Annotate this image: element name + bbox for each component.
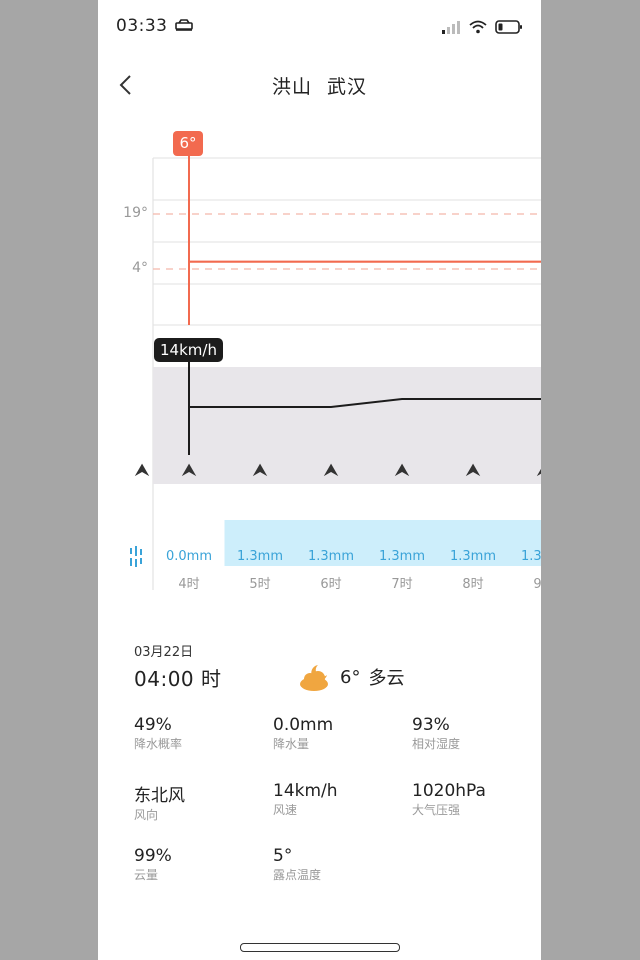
battery-icon	[495, 20, 522, 34]
stat-label: 风速	[273, 803, 298, 817]
home-indicator[interactable]	[240, 943, 400, 952]
back-icon[interactable]	[114, 70, 142, 100]
stat-label: 降水概率	[134, 737, 183, 751]
stat-label: 风向	[134, 808, 159, 822]
precip-bar	[224, 520, 296, 566]
stat-value: 14km/h	[273, 781, 338, 801]
wind-badge: 14km/h	[154, 338, 223, 362]
page-title: 洪山 武汉	[98, 72, 541, 99]
temperature-badge: 6°	[173, 131, 203, 156]
wind-direction-arrow: ⮝	[534, 460, 541, 481]
stat-value: 93%	[412, 715, 450, 735]
wind-axis-icon: ⮝	[134, 460, 150, 481]
location-name: 洪山	[271, 76, 312, 98]
stat-wind-speed: 14km/h 风速	[273, 781, 338, 818]
detail-time: 04:00 时	[134, 667, 222, 691]
wind-direction-arrow: ⮝	[323, 460, 339, 481]
stat-precip-amount: 0.0mm 降水量	[273, 715, 333, 752]
status-time: 03:33	[116, 16, 194, 36]
forecast-chart[interactable]	[98, 0, 541, 620]
status-icons	[441, 18, 523, 36]
signal-icon	[442, 21, 460, 34]
city-name: 武汉	[327, 76, 368, 98]
detail-weather: 6° 多云	[298, 662, 404, 692]
wifi-icon	[469, 20, 487, 34]
detail-condition: 多云	[368, 668, 405, 689]
phone-screen: 03:33 洪山 武汉	[98, 0, 541, 960]
car-icon	[175, 19, 194, 31]
stat-cloud-cover: 99% 云量	[134, 846, 172, 883]
precip-bars	[224, 520, 541, 566]
wind-direction-arrow: ⮝	[181, 460, 197, 481]
wind-speed-line	[189, 398, 541, 408]
y-tick-label: 4°	[132, 260, 148, 276]
stat-label: 降水量	[273, 737, 310, 751]
precip-value-label: 1.3mm	[307, 549, 354, 564]
precip-value-label: 1.3mm	[378, 549, 425, 564]
detail-temperature: 6°	[340, 666, 361, 688]
hour-tick-label: 7时	[391, 577, 413, 592]
stat-value: 0.0mm	[273, 715, 334, 735]
wind-panel-bg	[153, 367, 541, 484]
stat-value: 1020hPa	[412, 781, 486, 801]
detail-date: 03月22日	[134, 645, 194, 660]
stat-value: 东北风	[134, 786, 185, 806]
wind-direction-arrow: ⮝	[394, 460, 410, 481]
stat-humidity: 93% 相对湿度	[412, 715, 460, 752]
wind-direction-arrow: ⮝	[465, 460, 481, 481]
rain-icon	[130, 546, 142, 567]
stat-pressure: 1020hPa 大气压强	[412, 781, 486, 818]
stat-label: 云量	[134, 868, 159, 882]
precip-bar	[295, 520, 367, 566]
status-time-text: 03:33	[116, 16, 168, 36]
stat-label: 大气压强	[412, 803, 461, 817]
hour-tick-label: 4时	[178, 577, 200, 592]
y-tick-label: 19°	[123, 205, 148, 221]
stat-label: 相对湿度	[412, 737, 461, 751]
stat-precip-prob: 49% 降水概率	[134, 715, 182, 752]
precip-bar	[366, 520, 438, 566]
precip-value-label: 1.3mm	[236, 549, 283, 564]
hour-tick-label: 5时	[249, 577, 271, 592]
hour-tick-label: 8时	[462, 577, 484, 592]
wind-direction-arrow: ⮝	[252, 460, 268, 481]
cloudy-night-icon	[300, 665, 328, 691]
hour-tick-label: 6时	[320, 577, 342, 592]
stat-value: 5°	[273, 846, 293, 866]
stat-wind-direction: 东北风 风向	[134, 781, 185, 823]
stat-value: 99%	[134, 846, 172, 866]
precip-value-label: 0.0mm	[165, 549, 212, 564]
precip-value-label: 1.3mm	[449, 549, 496, 564]
stat-dew-point: 5° 露点温度	[273, 846, 321, 883]
stat-value: 49%	[134, 715, 172, 735]
hour-tick-label: 9时	[533, 577, 541, 592]
precip-bar	[437, 520, 509, 566]
stat-label: 露点温度	[273, 868, 322, 882]
precip-value-label: 1.3mm	[520, 549, 541, 564]
precip-bar	[508, 520, 541, 566]
